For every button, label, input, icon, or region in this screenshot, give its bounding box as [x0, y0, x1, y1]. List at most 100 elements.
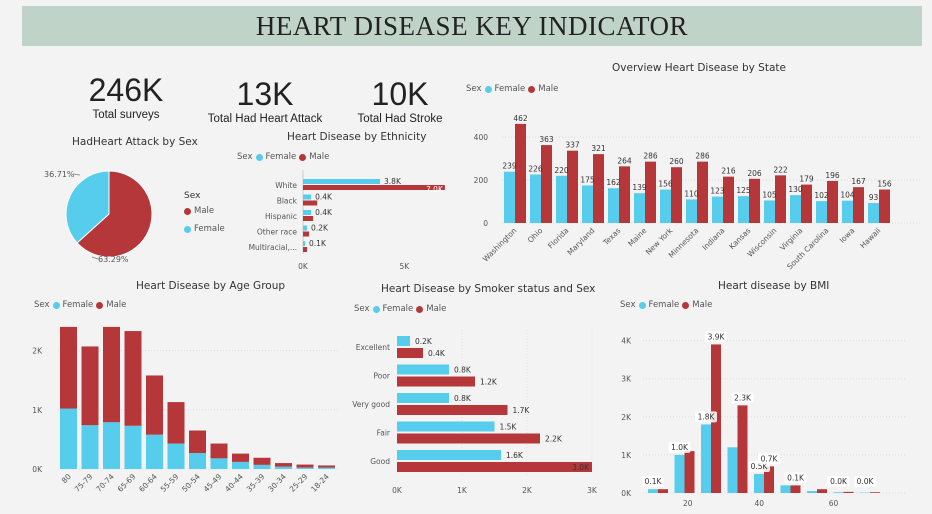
y-tick-label: 200 — [474, 176, 489, 185]
data-label-male: 179 — [799, 175, 814, 184]
data-label-male: 167 — [851, 177, 866, 186]
x-tick-label: 60-64 — [137, 472, 159, 494]
data-label-female: 1.5K — [500, 423, 518, 432]
data-label-bg — [731, 392, 754, 404]
male-dot-icon — [528, 85, 536, 93]
data-label-male: 363 — [539, 135, 554, 144]
data-label-female: 220 — [554, 166, 569, 175]
legend-sex-label: Sex — [620, 300, 636, 310]
bar-male — [275, 463, 292, 467]
x-tick-label: Maine — [626, 226, 649, 249]
pie-chart: 63.29% 36.71% — [44, 170, 153, 264]
bar-female — [807, 491, 817, 493]
bar-female — [504, 171, 515, 223]
x-tick-label: 3K — [587, 486, 598, 495]
bar-male — [817, 489, 827, 493]
bar-female — [648, 489, 658, 493]
bar-male — [303, 200, 318, 206]
data-label-male: 1.7K — [513, 406, 531, 415]
x-tick-label: 35-39 — [245, 472, 267, 494]
y-tick-label: 1K — [621, 451, 632, 460]
bar-female — [232, 461, 249, 469]
legend-male-label[interactable]: Male — [426, 304, 447, 314]
pie-legend-female[interactable]: Female — [184, 224, 225, 234]
female-dot-icon — [484, 85, 492, 93]
bar-male — [81, 346, 99, 426]
x-tick-label: Iowa — [838, 226, 857, 245]
male-dot-icon — [96, 301, 104, 309]
legend-female-label[interactable]: Female — [494, 84, 526, 94]
data-label-male: 156 — [877, 180, 892, 189]
data-label-bg — [784, 472, 807, 484]
bar-female — [296, 467, 314, 469]
y-tick-label: 0 — [483, 219, 488, 228]
bar-male — [541, 145, 552, 223]
pie-legend-female-label: Female — [194, 224, 225, 234]
data-label-male: 216 — [721, 167, 736, 176]
kpi-label: Total surveys — [92, 109, 160, 121]
category-label: Excellent — [356, 343, 390, 352]
bar-male — [397, 405, 508, 415]
data-label-female: 102 — [814, 191, 829, 200]
bar-male — [684, 451, 695, 493]
smoker-legend: Sex Female Male — [354, 304, 446, 314]
category-label: Good — [370, 457, 390, 466]
pie-leader-male — [91, 256, 99, 260]
bar-female — [701, 424, 711, 493]
bar-female — [727, 447, 738, 493]
bar-male — [619, 166, 630, 223]
legend-female-label[interactable]: Female — [382, 304, 414, 314]
legend-male-label[interactable]: Male — [538, 84, 559, 94]
bar-female — [303, 194, 312, 200]
legend-female-label[interactable]: Female — [265, 152, 297, 162]
legend-female-label[interactable]: Female — [648, 300, 680, 310]
bar-female — [764, 200, 775, 223]
legend-male-label[interactable]: Male — [106, 300, 127, 310]
y-tick-label: 0K — [32, 465, 43, 474]
x-tick-label: Hawaii — [858, 226, 882, 250]
bar-female — [124, 425, 142, 469]
data-label-bg — [642, 476, 664, 487]
x-tick-label: 25-29 — [288, 472, 310, 494]
data-label: 0.2K — [311, 224, 329, 233]
legend-female-label[interactable]: Female — [62, 300, 94, 310]
pie-label-female: 36.71% — [44, 170, 75, 179]
bar-male — [749, 178, 760, 223]
bar-female — [790, 195, 801, 223]
bar-male — [827, 180, 838, 223]
legend-male-label[interactable]: Male — [309, 152, 330, 162]
bar-male — [697, 161, 708, 223]
pie-legend-male[interactable]: Male — [184, 206, 214, 216]
female-dot-icon — [184, 225, 191, 233]
bar-male — [671, 167, 682, 223]
x-tick-label: Texas — [601, 226, 623, 248]
x-tick-label: 45-49 — [202, 472, 224, 494]
x-tick-label: 80 — [60, 472, 73, 485]
x-tick-label: 60 — [829, 499, 839, 508]
data-label: 0.1K — [645, 477, 663, 486]
female-dot-icon — [52, 301, 60, 309]
data-label-female: 123 — [710, 187, 725, 196]
data-label-female: 0.8K — [454, 366, 472, 375]
data-label: 0.5K — [751, 462, 769, 471]
bar-male — [723, 176, 734, 223]
data-label-female: 125 — [736, 186, 751, 195]
x-tick-label: Florida — [546, 226, 570, 250]
legend-male-label[interactable]: Male — [692, 300, 713, 310]
bar-male — [515, 123, 526, 223]
bar-female — [397, 450, 501, 460]
category-label: Fair — [377, 429, 391, 438]
bar-male — [658, 489, 668, 493]
kpi-total-heart-attack: 13K Total Had Heart Attack — [200, 76, 330, 126]
data-label-female: 130 — [788, 185, 803, 194]
x-tick-label: 75-79 — [73, 472, 95, 494]
x-tick-label: 18-24 — [309, 472, 331, 494]
bmi-chart-title: Heart disease by BMI — [718, 280, 830, 292]
bar-male — [303, 185, 445, 190]
legend-sex-label: Sex — [237, 152, 253, 162]
bar-male — [253, 457, 271, 465]
bar-female — [253, 464, 271, 469]
bar-male — [853, 187, 864, 223]
pie-chart-title: HadHeart Attack by Sex — [72, 136, 198, 148]
data-label: 0.1K — [787, 473, 805, 482]
